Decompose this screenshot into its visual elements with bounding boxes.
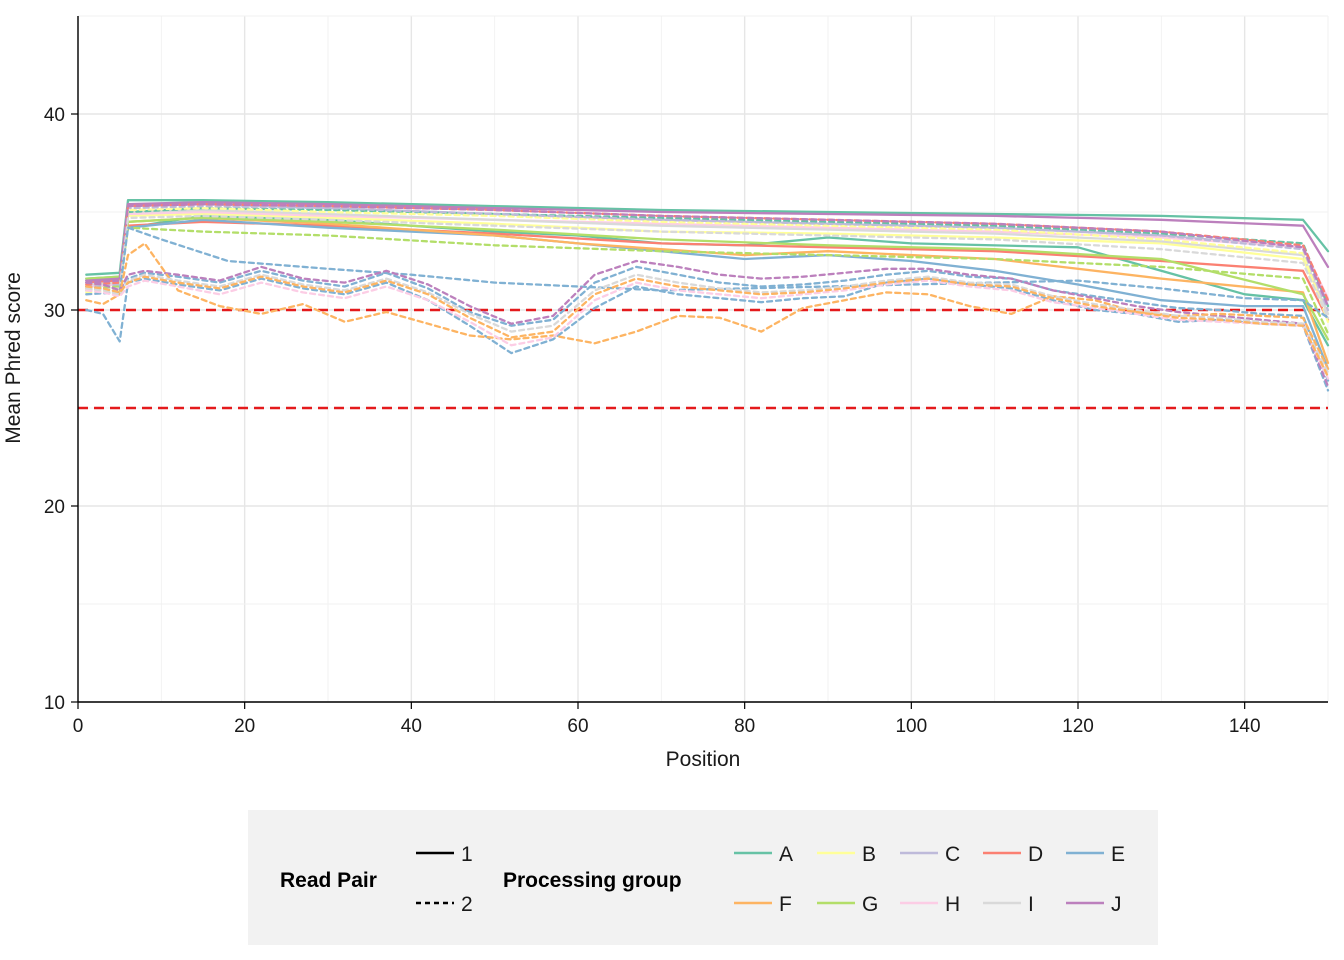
series-line-e-read1 xyxy=(85,218,1330,370)
axes xyxy=(77,16,1328,703)
legend-group-label: A xyxy=(779,843,793,866)
series-line-j-read2 xyxy=(85,259,1330,388)
x-tick-label: 120 xyxy=(1062,716,1094,737)
x-tick-label: 80 xyxy=(734,716,755,737)
x-axis-ticks: 0 20 40 60 80 100 120 140 xyxy=(73,702,1261,737)
legend-group-label: D xyxy=(1028,843,1043,866)
legend-group-label: F xyxy=(779,893,792,916)
x-tick-label: 0 xyxy=(73,716,84,737)
legend-background xyxy=(248,810,1158,945)
legend: Read Pair 12 Processing group A B C D EF G H I J xyxy=(248,810,1158,945)
series-line-e-read2 xyxy=(85,265,1330,382)
x-tick-label: 100 xyxy=(895,716,927,737)
y-tick-label: 30 xyxy=(44,301,65,322)
legend-group-label: H xyxy=(945,893,960,916)
legend-read-pair-title: Read Pair xyxy=(280,869,377,892)
series-line-e-read2 xyxy=(85,277,1330,392)
legend-group-label: E xyxy=(1111,843,1125,866)
series-line-f-read2 xyxy=(85,275,1330,378)
x-tick-label: 60 xyxy=(567,716,588,737)
x-tick-label: 40 xyxy=(401,716,422,737)
legend-read-pair-items: 12 xyxy=(416,843,473,916)
x-tick-label: 140 xyxy=(1229,716,1261,737)
reference-lines xyxy=(78,308,1328,410)
series-line-h-read2 xyxy=(85,279,1330,380)
grid-lines xyxy=(77,15,1329,703)
series-lines xyxy=(85,199,1330,392)
y-axis-ticks: 10 20 30 40 xyxy=(44,105,78,714)
y-tick-label: 40 xyxy=(44,105,65,126)
legend-group-items: A B C D E F G H I J xyxy=(734,843,1125,916)
legend-read-pair-label: 1 xyxy=(461,843,473,866)
y-tick-label: 10 xyxy=(44,693,65,714)
series-line-c-read2 xyxy=(85,204,1330,312)
series-line-i-read2 xyxy=(85,214,1330,319)
legend-group-label: C xyxy=(945,843,960,866)
legend-group-label: G xyxy=(862,893,878,916)
series-line-i-read2 xyxy=(85,273,1330,374)
legend-group-label: I xyxy=(1028,893,1034,916)
series-line-j-read2 xyxy=(85,203,1330,308)
x-axis-title: Position xyxy=(666,748,741,771)
x-tick-label: 20 xyxy=(234,716,255,737)
y-tick-label: 20 xyxy=(44,497,65,518)
legend-group-title: Processing group xyxy=(503,869,682,892)
legend-group-label: J xyxy=(1111,893,1122,916)
legend-read-pair-label: 2 xyxy=(461,893,473,916)
legend-group-label: B xyxy=(862,843,876,866)
y-axis-title: Mean Phred score xyxy=(2,272,25,444)
